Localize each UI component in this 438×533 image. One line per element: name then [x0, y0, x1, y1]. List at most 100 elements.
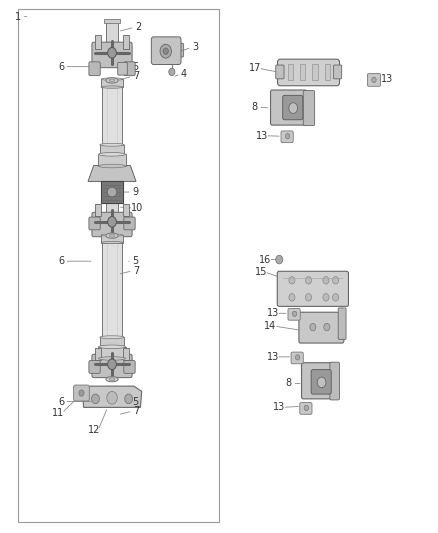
Bar: [18, 9, 219, 522]
Text: 9: 9: [132, 187, 138, 197]
Polygon shape: [88, 165, 136, 181]
Ellipse shape: [101, 86, 123, 88]
Text: 7: 7: [133, 71, 139, 81]
FancyBboxPatch shape: [92, 212, 132, 237]
Bar: [312, 64, 318, 80]
FancyBboxPatch shape: [333, 65, 342, 79]
Circle shape: [305, 294, 311, 301]
Text: 16: 16: [259, 255, 271, 264]
FancyBboxPatch shape: [303, 91, 314, 126]
Bar: [123, 35, 129, 49]
Circle shape: [289, 294, 295, 301]
Circle shape: [372, 77, 376, 83]
Bar: [102, 87, 122, 150]
Text: 8: 8: [252, 102, 258, 112]
Ellipse shape: [109, 79, 115, 82]
FancyBboxPatch shape: [277, 271, 349, 306]
Bar: [99, 347, 126, 359]
Circle shape: [107, 391, 117, 404]
Circle shape: [289, 103, 297, 114]
Bar: [100, 337, 124, 347]
Bar: [104, 19, 120, 23]
Ellipse shape: [101, 234, 123, 236]
FancyBboxPatch shape: [338, 308, 346, 340]
Text: 4: 4: [181, 69, 187, 79]
Text: 17: 17: [249, 63, 261, 73]
Circle shape: [332, 277, 339, 284]
Circle shape: [169, 68, 175, 76]
Text: 11: 11: [52, 408, 64, 418]
FancyBboxPatch shape: [301, 363, 333, 399]
Text: 15: 15: [255, 267, 267, 277]
Ellipse shape: [100, 153, 124, 156]
Ellipse shape: [107, 187, 117, 197]
Ellipse shape: [106, 376, 118, 382]
Ellipse shape: [106, 233, 118, 238]
FancyBboxPatch shape: [101, 181, 124, 203]
Circle shape: [332, 294, 339, 301]
Circle shape: [276, 255, 283, 264]
Text: 13: 13: [267, 308, 279, 318]
Ellipse shape: [100, 345, 124, 348]
Circle shape: [286, 134, 290, 139]
FancyBboxPatch shape: [330, 362, 339, 400]
Text: 6: 6: [58, 62, 64, 71]
Circle shape: [79, 390, 84, 396]
Ellipse shape: [100, 336, 124, 338]
Text: 2: 2: [135, 22, 141, 33]
Text: 5: 5: [132, 397, 138, 407]
Ellipse shape: [99, 152, 126, 156]
FancyBboxPatch shape: [89, 361, 100, 373]
Circle shape: [163, 48, 168, 54]
FancyBboxPatch shape: [288, 309, 300, 320]
Bar: [95, 348, 101, 360]
Circle shape: [108, 359, 117, 369]
FancyBboxPatch shape: [74, 385, 89, 401]
Circle shape: [160, 44, 171, 58]
FancyBboxPatch shape: [124, 361, 135, 373]
Circle shape: [289, 277, 295, 284]
Circle shape: [310, 324, 316, 331]
Ellipse shape: [106, 78, 118, 83]
Bar: [325, 64, 330, 80]
FancyBboxPatch shape: [300, 402, 312, 414]
Text: 13: 13: [267, 352, 279, 362]
Text: 8: 8: [286, 378, 292, 389]
Ellipse shape: [109, 234, 115, 237]
Circle shape: [92, 394, 99, 403]
Bar: [99, 155, 126, 166]
FancyBboxPatch shape: [299, 312, 344, 343]
Circle shape: [304, 405, 308, 410]
Text: 6: 6: [58, 397, 64, 407]
FancyBboxPatch shape: [173, 43, 184, 57]
FancyBboxPatch shape: [118, 62, 127, 75]
Bar: [300, 64, 305, 80]
Circle shape: [292, 311, 297, 317]
Ellipse shape: [100, 143, 124, 146]
Bar: [95, 35, 101, 49]
FancyBboxPatch shape: [367, 74, 381, 86]
Circle shape: [323, 294, 329, 301]
Bar: [102, 240, 122, 342]
Text: 5: 5: [132, 62, 138, 71]
FancyBboxPatch shape: [271, 90, 307, 125]
Text: 1: 1: [15, 12, 21, 22]
Ellipse shape: [99, 164, 126, 168]
Ellipse shape: [101, 78, 123, 80]
Circle shape: [125, 394, 133, 403]
Circle shape: [324, 324, 330, 331]
FancyBboxPatch shape: [291, 352, 303, 364]
Bar: [101, 235, 123, 243]
Circle shape: [295, 355, 300, 360]
FancyBboxPatch shape: [89, 217, 100, 230]
Text: 13: 13: [273, 402, 285, 413]
Circle shape: [108, 216, 117, 227]
Text: 5: 5: [132, 256, 138, 266]
Ellipse shape: [101, 241, 123, 244]
Polygon shape: [82, 386, 142, 407]
FancyBboxPatch shape: [278, 59, 339, 86]
Text: 10: 10: [131, 203, 143, 213]
Text: 7: 7: [133, 406, 139, 416]
FancyBboxPatch shape: [124, 217, 135, 230]
Bar: [95, 204, 101, 216]
